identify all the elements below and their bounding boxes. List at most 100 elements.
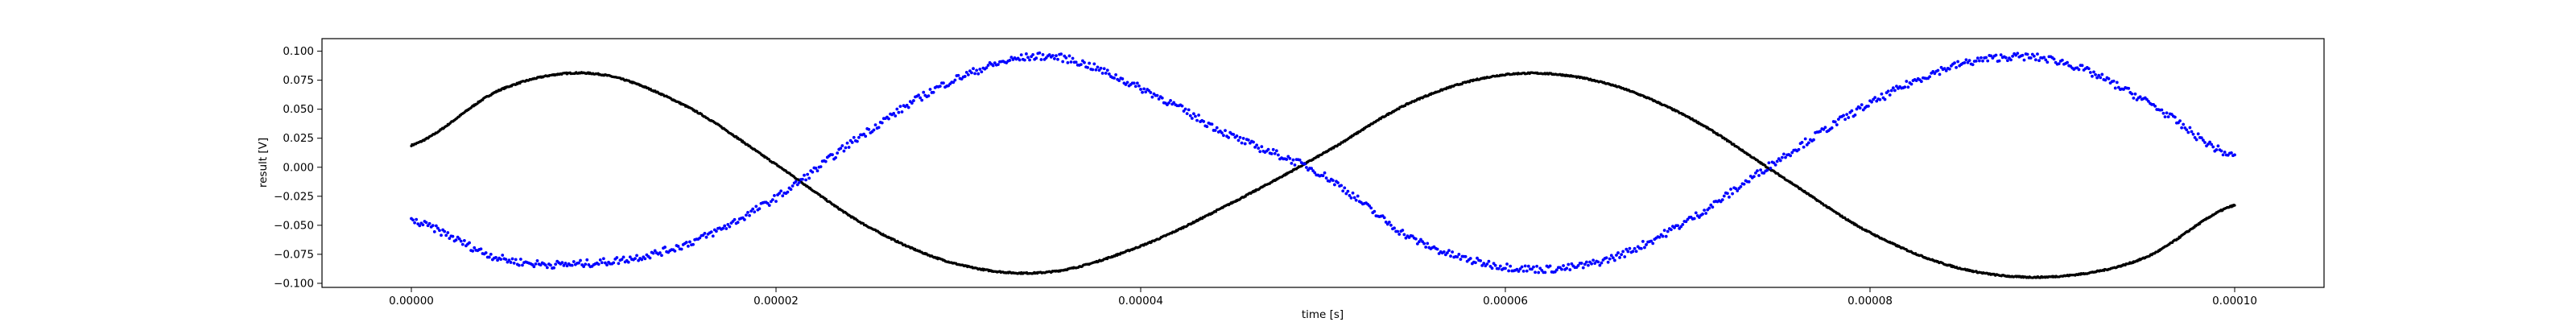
data-point [1966,60,1970,64]
data-point [1598,263,1602,267]
data-point [1269,152,1274,155]
data-point [1538,266,1542,270]
data-point [864,134,868,138]
data-point [434,224,438,228]
data-point [501,254,505,257]
data-point [721,226,724,230]
data-point [1507,269,1511,273]
data-point [468,241,471,245]
data-point [1999,53,2003,57]
data-point [1759,168,1763,172]
data-point [801,177,804,181]
data-point [1530,267,1534,271]
data-point [1451,250,1455,254]
data-point [795,183,799,187]
data-point [1608,257,1612,261]
data-point [1022,58,1026,62]
data-point [972,67,975,71]
x-tick-label: 0.00006 [1483,295,1528,308]
data-point [804,178,807,182]
data-point [1955,66,1958,69]
data-point [1100,72,1104,75]
data-point [724,227,729,230]
data-point [1097,68,1101,72]
data-point [1938,72,1942,76]
data-point [2194,138,2198,142]
data-point [920,98,924,102]
data-point [1853,113,1857,117]
data-point [2208,140,2212,144]
data-point [2006,59,2009,63]
data-point [1521,270,1525,273]
data-point [895,107,899,111]
data-point [1666,229,1670,233]
data-point [1260,145,1264,149]
data-point [620,258,624,262]
data-point [1474,261,1477,265]
data-point [2036,52,2039,56]
data-point [1096,65,1100,69]
data-point [1238,135,1242,139]
data-point [973,72,976,76]
data-point [1997,59,2001,63]
data-point [1144,90,1148,94]
data-point [1836,118,1840,122]
data-point [1611,256,1615,260]
data-point [894,114,898,118]
data-point [1137,84,1141,88]
data-point [1051,54,1055,57]
data-point [963,75,967,78]
data-point [1071,56,1075,60]
data-point [978,68,982,71]
data-point [418,224,422,228]
data-point [2115,80,2119,85]
data-point [643,257,647,261]
data-point [1191,112,1195,116]
data-point [806,172,810,176]
data-point [1346,189,1350,193]
data-point [1066,60,1070,64]
data-point [1213,129,1217,132]
y-tick-label: 0.100 [283,45,314,58]
data-point [1707,206,1711,210]
data-point [1373,209,1377,213]
data-point [1729,188,1732,191]
data-point [2060,58,2064,62]
data-point [2233,204,2236,207]
data-point [1321,174,1325,178]
data-point [2029,56,2033,60]
data-point [535,259,539,262]
data-point [1092,62,1096,66]
data-point [1752,175,1756,179]
data-point [980,70,984,74]
data-point [1293,163,1297,167]
data-point [1757,174,1761,177]
data-point [2221,153,2225,157]
data-point [1891,86,1895,90]
data-point [709,230,713,234]
data-point [1651,242,1655,246]
data-point [1789,154,1793,158]
data-point [1125,80,1129,85]
data-point [1843,118,1847,122]
data-point [1008,59,1012,62]
data-point [1121,77,1125,80]
data-point [1273,151,1277,155]
data-point [2160,108,2164,112]
data-point [1842,114,1845,118]
data-point [1905,80,1909,83]
data-point [617,262,621,266]
data-point [510,257,514,261]
data-point [850,141,854,144]
data-point [1873,96,1877,99]
data-point [612,261,616,265]
data-point [1352,196,1356,200]
data-point [985,66,989,70]
data-point [1765,168,1769,172]
data-point [432,230,436,233]
data-point [803,173,806,177]
data-point [518,258,522,261]
data-point [1385,222,1389,226]
data-point [1704,212,1708,215]
data-point [1596,260,1600,264]
